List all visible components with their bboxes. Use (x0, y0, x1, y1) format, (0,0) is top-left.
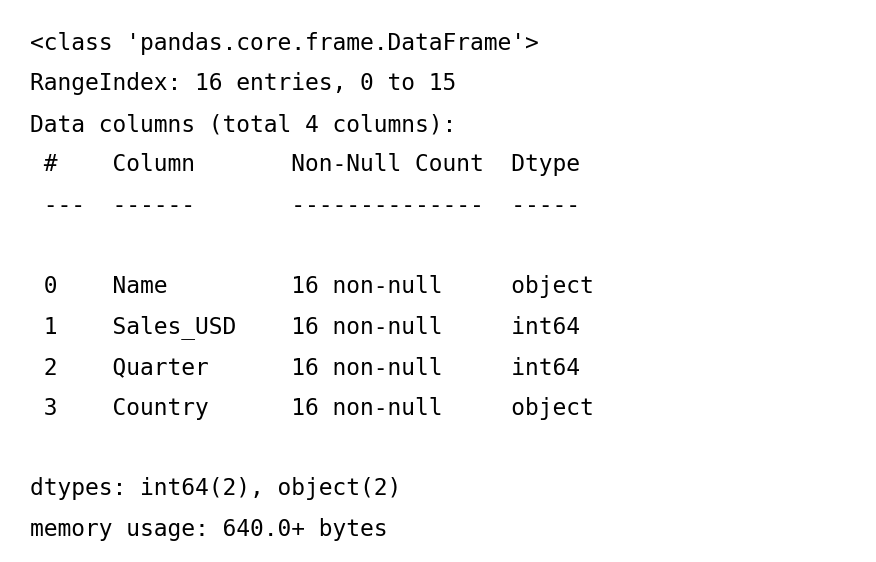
Text: 3    Country      16 non-null     object: 3 Country 16 non-null object (30, 397, 594, 419)
Text: ---  ------       --------------  -----: --- ------ -------------- ----- (30, 194, 580, 217)
Text: 2    Quarter      16 non-null     int64: 2 Quarter 16 non-null int64 (30, 356, 580, 379)
Text: memory usage: 640.0+ bytes: memory usage: 640.0+ bytes (30, 518, 387, 541)
Text: 0    Name         16 non-null     object: 0 Name 16 non-null object (30, 275, 594, 298)
Text: dtypes: int64(2), object(2): dtypes: int64(2), object(2) (30, 478, 401, 501)
Text: 1    Sales_USD    16 non-null     int64: 1 Sales_USD 16 non-null int64 (30, 315, 580, 339)
Text: #    Column       Non-Null Count  Dtype: # Column Non-Null Count Dtype (30, 153, 580, 176)
Text: <class 'pandas.core.frame.DataFrame'>: <class 'pandas.core.frame.DataFrame'> (30, 32, 539, 55)
Text: Data columns (total 4 columns):: Data columns (total 4 columns): (30, 113, 456, 136)
Text: RangeIndex: 16 entries, 0 to 15: RangeIndex: 16 entries, 0 to 15 (30, 72, 456, 96)
